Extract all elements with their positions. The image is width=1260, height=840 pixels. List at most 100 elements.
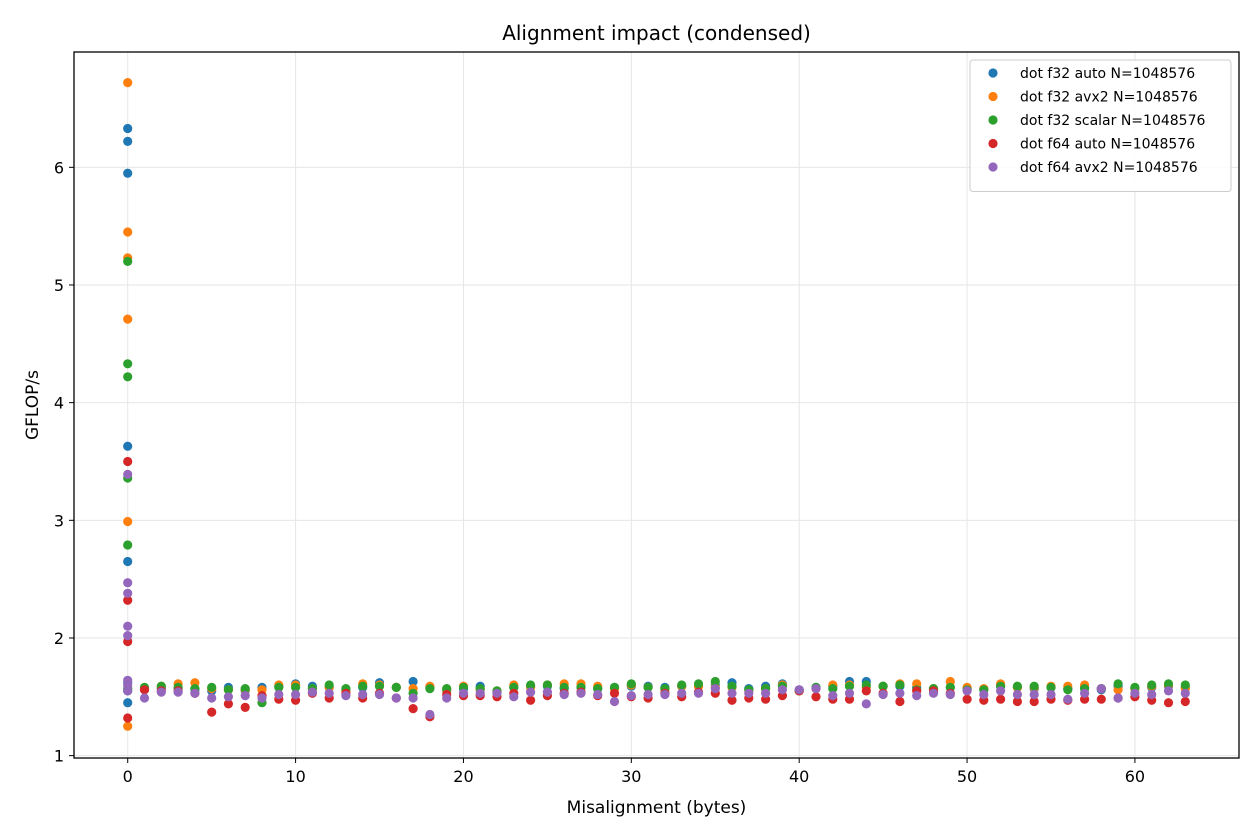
data-point (458, 688, 469, 698)
data-point (123, 256, 133, 266)
y-tick-label: 4 (54, 394, 64, 413)
data-point (626, 691, 636, 701)
data-point (727, 688, 737, 698)
data-point (979, 689, 989, 700)
data-point (794, 685, 804, 695)
data-point (811, 692, 821, 702)
legend-entry-label: dot f64 auto N=1048576 (1020, 137, 1195, 153)
data-point (123, 136, 133, 146)
data-point (1163, 679, 1174, 689)
x-tick-label: 30 (621, 767, 641, 786)
data-point (542, 687, 553, 697)
data-point (1147, 680, 1157, 690)
axis-ticks: 0 10 20 30 40 50 60 1 2 3 4 5 6 (54, 158, 1145, 786)
data-point (1029, 681, 1039, 691)
data-point (408, 676, 418, 687)
data-point (223, 685, 233, 695)
data-point (190, 688, 200, 698)
data-point (274, 682, 284, 693)
data-point (391, 682, 401, 693)
data-point (1063, 685, 1073, 695)
data-point (442, 693, 452, 703)
series-5 (123, 469, 1190, 720)
data-point (710, 676, 720, 687)
data-point (996, 686, 1006, 696)
data-point (861, 686, 871, 696)
data-point (643, 689, 653, 700)
data-point (677, 680, 687, 690)
data-point (526, 687, 536, 697)
data-point (844, 681, 855, 691)
data-point (1096, 684, 1106, 694)
chart-title: Alignment impact (condensed) (502, 21, 811, 45)
data-point (576, 688, 586, 698)
data-point (123, 631, 133, 641)
data-point (1180, 696, 1190, 707)
data-point (962, 694, 972, 704)
data-point (526, 695, 536, 705)
data-point (425, 709, 435, 720)
legend-entry-label: dot f64 avx2 N=1048576 (1020, 160, 1198, 176)
data-point (207, 707, 217, 717)
data-point (123, 372, 133, 382)
data-point (123, 578, 133, 588)
data-point (123, 540, 133, 550)
data-point (1163, 686, 1174, 696)
data-point (123, 588, 133, 598)
data-point (1130, 688, 1140, 698)
data-point (811, 684, 821, 694)
data-point (593, 689, 603, 700)
grid-lines (74, 52, 1239, 758)
data-point (123, 516, 133, 527)
data-point (526, 680, 536, 690)
data-point (139, 685, 150, 695)
data-point (123, 686, 133, 696)
data-point (123, 78, 133, 88)
data-point (123, 469, 133, 479)
data-point (828, 684, 838, 694)
data-point (912, 691, 922, 701)
data-point (945, 689, 955, 700)
data-point (1080, 688, 1090, 698)
data-point (777, 685, 788, 695)
data-point (207, 693, 217, 703)
legend-box (969, 59, 1232, 192)
data-point (391, 693, 401, 703)
y-tick-label: 2 (54, 629, 64, 648)
data-point (257, 693, 267, 703)
x-tick-label: 60 (1125, 767, 1145, 786)
data-point (1113, 693, 1123, 703)
data-point (123, 359, 133, 369)
data-point (1012, 681, 1023, 691)
data-point (609, 688, 620, 698)
data-point (895, 680, 905, 690)
x-tick-label: 40 (789, 767, 809, 786)
data-point (324, 688, 334, 698)
data-point (324, 680, 334, 690)
data-point (307, 687, 317, 697)
data-point (542, 680, 553, 690)
y-tick-label: 5 (54, 276, 64, 295)
x-tick-label: 0 (123, 767, 133, 786)
data-point (207, 682, 217, 693)
plot-frame (73, 51, 1240, 759)
data-point (1096, 694, 1106, 704)
data-point (1063, 694, 1073, 704)
legend-marker (988, 115, 998, 125)
legend-marker (988, 68, 998, 78)
data-point (844, 688, 855, 698)
data-point (693, 679, 704, 689)
data-point (1180, 680, 1190, 690)
data-point (123, 168, 133, 178)
data-point (358, 681, 368, 691)
data-point (609, 696, 620, 707)
data-point (123, 227, 133, 237)
data-point (123, 123, 133, 134)
y-tick-label: 1 (54, 747, 64, 766)
data-point (861, 699, 871, 709)
data-point (1046, 689, 1056, 700)
data-point (1163, 698, 1174, 708)
data-point (223, 692, 233, 702)
